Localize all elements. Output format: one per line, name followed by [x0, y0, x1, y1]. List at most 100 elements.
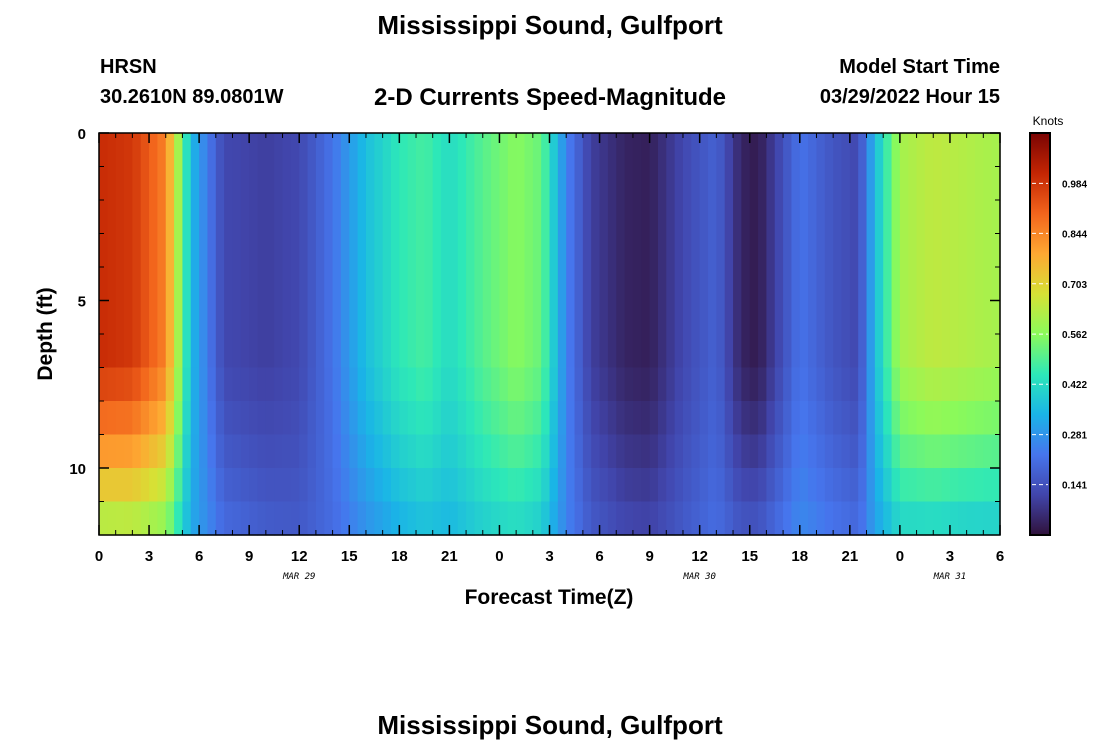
heatmap-cell	[699, 367, 709, 402]
heatmap-cell	[232, 166, 242, 201]
heatmap-cell	[507, 501, 517, 536]
heatmap-cell	[724, 300, 734, 335]
heatmap-cell	[657, 434, 667, 469]
heatmap-cell	[274, 468, 284, 503]
heatmap-cell	[524, 166, 534, 201]
heatmap-cell	[766, 367, 776, 402]
heatmap-cell	[716, 401, 726, 436]
heatmap-cell	[315, 133, 325, 168]
heatmap-cell	[733, 434, 742, 469]
heatmap-cell	[933, 166, 943, 201]
heatmap-cell	[124, 233, 133, 268]
heatmap-cell	[724, 334, 734, 369]
x-tick-label: 18	[791, 548, 808, 565]
heatmap-cell	[516, 166, 526, 201]
heatmap-cell	[382, 267, 392, 302]
heatmap-cell	[315, 367, 325, 402]
heatmap-cell	[124, 300, 133, 335]
heatmap-cell	[691, 367, 701, 402]
heatmap-cell	[657, 133, 667, 168]
heatmap-cell	[324, 434, 334, 469]
heatmap-cell	[682, 334, 692, 369]
heatmap-cell	[182, 401, 192, 436]
heatmap-cell	[466, 233, 476, 268]
heatmap-cell	[249, 267, 259, 302]
heatmap-cell	[532, 401, 542, 436]
x-tick-label: 0	[95, 548, 103, 565]
heatmap-cell	[441, 300, 450, 335]
colorbar-tick-label: 0.562	[1062, 330, 1087, 341]
heatmap-cell	[365, 300, 375, 335]
heatmap-cell	[749, 434, 759, 469]
heatmap-cell	[657, 233, 667, 268]
heatmap-cell	[474, 468, 484, 503]
heatmap-cell	[107, 267, 117, 302]
heatmap-cell	[774, 334, 784, 369]
heatmap-cell	[824, 468, 834, 503]
heatmap-cell	[682, 401, 692, 436]
heatmap-cell	[124, 401, 133, 436]
heatmap-cell	[824, 367, 834, 402]
heatmap-cell	[516, 233, 526, 268]
heatmap-cell	[424, 133, 434, 168]
heatmap-cell	[941, 468, 951, 503]
heatmap-cell	[941, 133, 951, 168]
heatmap-cell	[799, 267, 809, 302]
heatmap-cell	[549, 200, 559, 235]
heatmap-cell	[257, 233, 267, 268]
heatmap-cell	[766, 233, 776, 268]
heatmap-cell	[574, 166, 584, 201]
heatmap-cell	[149, 166, 158, 201]
heatmap-cell	[466, 434, 476, 469]
heatmap-cell	[190, 267, 200, 302]
heatmap-cell	[557, 166, 567, 201]
heatmap-cell	[257, 334, 267, 369]
heatmap-cell	[591, 133, 601, 168]
heatmap-cell	[99, 334, 108, 369]
heatmap-cell	[449, 401, 459, 436]
heatmap-cell	[783, 334, 793, 369]
heatmap-cell	[491, 334, 501, 369]
heatmap-cell	[240, 267, 250, 302]
heatmap-cell	[624, 166, 634, 201]
heatmap-cell	[349, 133, 359, 168]
heatmap-cell	[174, 434, 184, 469]
heatmap-cell	[824, 267, 834, 302]
heatmap-cell	[682, 468, 692, 503]
heatmap-cell	[974, 200, 984, 235]
heatmap-cell	[616, 133, 626, 168]
heatmap-cell	[174, 401, 184, 436]
heatmap-cell	[466, 200, 476, 235]
heatmap-cell	[949, 367, 959, 402]
heatmap-cell	[624, 367, 634, 402]
heatmap-cell	[357, 233, 367, 268]
heatmap-cell	[883, 401, 893, 436]
heatmap-cell	[507, 267, 517, 302]
heatmap-cell	[132, 434, 142, 469]
heatmap-cell	[282, 468, 292, 503]
heatmap-cell	[257, 468, 267, 503]
heatmap-cell	[416, 200, 425, 235]
heatmap-cell	[858, 200, 868, 235]
heatmap-cell	[674, 501, 684, 536]
heatmap-cell	[224, 367, 234, 402]
date-label: MAR 31	[933, 572, 967, 582]
heatmap-cell	[115, 233, 125, 268]
heatmap-cell	[115, 434, 125, 469]
heatmap-cell	[324, 334, 334, 369]
heatmap-cell	[958, 300, 968, 335]
heatmap-cell	[416, 133, 425, 168]
heatmap-cell	[390, 300, 400, 335]
heatmap-cell	[432, 367, 442, 402]
heatmap-cell	[808, 334, 818, 369]
heatmap-cell	[674, 367, 684, 402]
heatmap-cell	[649, 468, 659, 503]
heatmap-cell	[282, 267, 292, 302]
heatmap-cell	[299, 166, 309, 201]
heatmap-cell	[257, 300, 267, 335]
heatmap-cell	[124, 200, 133, 235]
heatmap-cell	[699, 200, 709, 235]
heatmap-cell	[424, 166, 434, 201]
heatmap-cell	[399, 300, 409, 335]
heatmap-cell	[641, 267, 651, 302]
